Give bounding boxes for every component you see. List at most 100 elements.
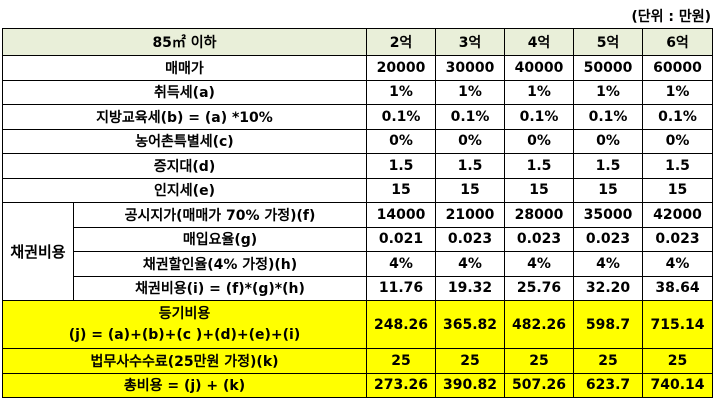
row-label: 증지대(d) — [2, 153, 367, 179]
cell: 25 — [642, 348, 713, 374]
cell: 365.82 — [435, 300, 505, 349]
row-label: 지방교육세(b) = (a) *10% — [2, 104, 367, 130]
header-col: 4억 — [504, 28, 574, 56]
cell: 0.023 — [504, 226, 574, 252]
cell: 0% — [435, 128, 505, 154]
total-row: 총비용 = (j) + (k) 273.26 390.82 507.26 623… — [2, 372, 713, 398]
cell: 507.26 — [504, 372, 574, 398]
cell: 15 — [642, 177, 713, 203]
cell: 25 — [366, 348, 436, 374]
legal-fee-row: 법무사수수료(25만원 가정)(k) 25 25 25 25 25 — [2, 348, 713, 374]
cell: 1.5 — [366, 153, 436, 179]
cell: 28000 — [504, 202, 574, 228]
header-row: 85㎡ 이하 2억 3억 4억 5억 6억 — [2, 28, 713, 56]
cell: 35000 — [573, 202, 643, 228]
cell: 390.82 — [435, 372, 505, 398]
table-row: 인지세(e) 15 15 15 15 15 — [2, 177, 713, 203]
cell: 0.023 — [435, 226, 505, 252]
table-row: 매매가 20000 30000 40000 50000 60000 — [2, 55, 713, 81]
cell: 15 — [573, 177, 643, 203]
cell: 25.76 — [504, 275, 574, 301]
table-row: 취득세(a) 1% 1% 1% 1% 1% — [2, 79, 713, 105]
cell: 0% — [366, 128, 436, 154]
row-label: 공시지가(매매가 70% 가정)(f) — [73, 202, 367, 228]
cell: 4% — [642, 251, 713, 277]
cell: 38.64 — [642, 275, 713, 301]
cell: 40000 — [504, 55, 574, 81]
cell: 1% — [366, 79, 436, 105]
cell: 60000 — [642, 55, 713, 81]
row-label: 채권비용(i) = (f)*(g)*(h) — [73, 275, 367, 301]
cell: 598.7 — [573, 300, 643, 349]
cell: 1% — [504, 79, 574, 105]
row-label: 매입요율(g) — [73, 226, 367, 252]
cell: 0.1% — [573, 104, 643, 130]
cell: 50000 — [573, 55, 643, 81]
cell: 25 — [573, 348, 643, 374]
table-row: 매입요율(g) 0.021 0.023 0.023 0.023 0.023 — [3, 226, 713, 252]
cell: 25 — [435, 348, 505, 374]
cell: 14000 — [366, 202, 436, 228]
table-row: 채권비용 공시지가(매매가 70% 가정)(f) 14000 21000 280… — [2, 202, 713, 301]
cell: 1% — [435, 79, 505, 105]
table-row: 증지대(d) 1.5 1.5 1.5 1.5 1.5 — [2, 153, 713, 179]
row-label: 인지세(e) — [2, 177, 367, 203]
cell: 30000 — [435, 55, 505, 81]
cell: 19.32 — [435, 275, 505, 301]
header-label: 85㎡ 이하 — [2, 28, 367, 56]
cell: 0.1% — [642, 104, 713, 130]
registration-label-line1: 등기비용 — [158, 305, 211, 322]
row-label: 총비용 = (j) + (k) — [2, 372, 367, 398]
header-col: 6억 — [642, 28, 713, 56]
cell: 1% — [642, 79, 713, 105]
cell: 1.5 — [573, 153, 643, 179]
row-label: 법무사수수료(25만원 가정)(k) — [2, 348, 367, 374]
row-label: 매매가 — [2, 55, 367, 81]
cell: 1.5 — [435, 153, 505, 179]
row-label: 채권할인율(4% 가정)(h) — [73, 251, 367, 277]
cell: 4% — [504, 251, 574, 277]
cell: 248.26 — [366, 300, 436, 349]
header-col: 2억 — [366, 28, 436, 56]
table-row: 지방교육세(b) = (a) *10% 0.1% 0.1% 0.1% 0.1% … — [2, 104, 713, 130]
cell: 623.7 — [573, 372, 643, 398]
cell: 0.021 — [366, 226, 436, 252]
cell: 0.023 — [642, 226, 713, 252]
cell: 1% — [573, 79, 643, 105]
cell: 11.76 — [366, 275, 436, 301]
cell: 0% — [642, 128, 713, 154]
cell: 1.5 — [504, 153, 574, 179]
cell: 0.1% — [504, 104, 574, 130]
cell: 715.14 — [642, 300, 713, 349]
registration-label-line2: (j) = (a)+(b)+(c )+(d)+(e)+(i) — [68, 326, 301, 343]
cell: 21000 — [435, 202, 505, 228]
cell: 4% — [573, 251, 643, 277]
cell: 32.20 — [573, 275, 643, 301]
table-row: 농어촌특별세(c) 0% 0% 0% 0% 0% — [2, 128, 713, 154]
row-label: 농어촌특별세(c) — [2, 128, 367, 154]
bond-group-label: 채권비용 — [2, 202, 74, 301]
header-col: 5억 — [573, 28, 643, 56]
table-row: 채권할인율(4% 가정)(h) 4% 4% 4% 4% 4% — [3, 251, 713, 277]
cell: 1.5 — [642, 153, 713, 179]
cell: 42000 — [642, 202, 713, 228]
cell: 15 — [435, 177, 505, 203]
row-label: 취득세(a) — [2, 79, 367, 105]
registration-row: 등기비용 (j) = (a)+(b)+(c )+(d)+(e)+(i) 248.… — [2, 300, 713, 349]
cell: 20000 — [366, 55, 436, 81]
cell: 25 — [504, 348, 574, 374]
cell: 15 — [504, 177, 574, 203]
registration-label: 등기비용 (j) = (a)+(b)+(c )+(d)+(e)+(i) — [2, 300, 367, 349]
cell: 0% — [573, 128, 643, 154]
cell: 0% — [504, 128, 574, 154]
unit-label: (단위 : 만원) — [631, 9, 711, 25]
cell: 0.1% — [366, 104, 436, 130]
cell: 482.26 — [504, 300, 574, 349]
cell: 4% — [366, 251, 436, 277]
cell: 15 — [366, 177, 436, 203]
cell: 740.14 — [642, 372, 713, 398]
cell: 0.023 — [573, 226, 643, 252]
table-row: 채권비용(i) = (f)*(g)*(h) 11.76 19.32 25.76 … — [3, 275, 713, 301]
cost-table: 85㎡ 이하 2억 3억 4억 5억 6억 매매가 20000 30000 40… — [2, 28, 713, 398]
cell: 273.26 — [366, 372, 436, 398]
